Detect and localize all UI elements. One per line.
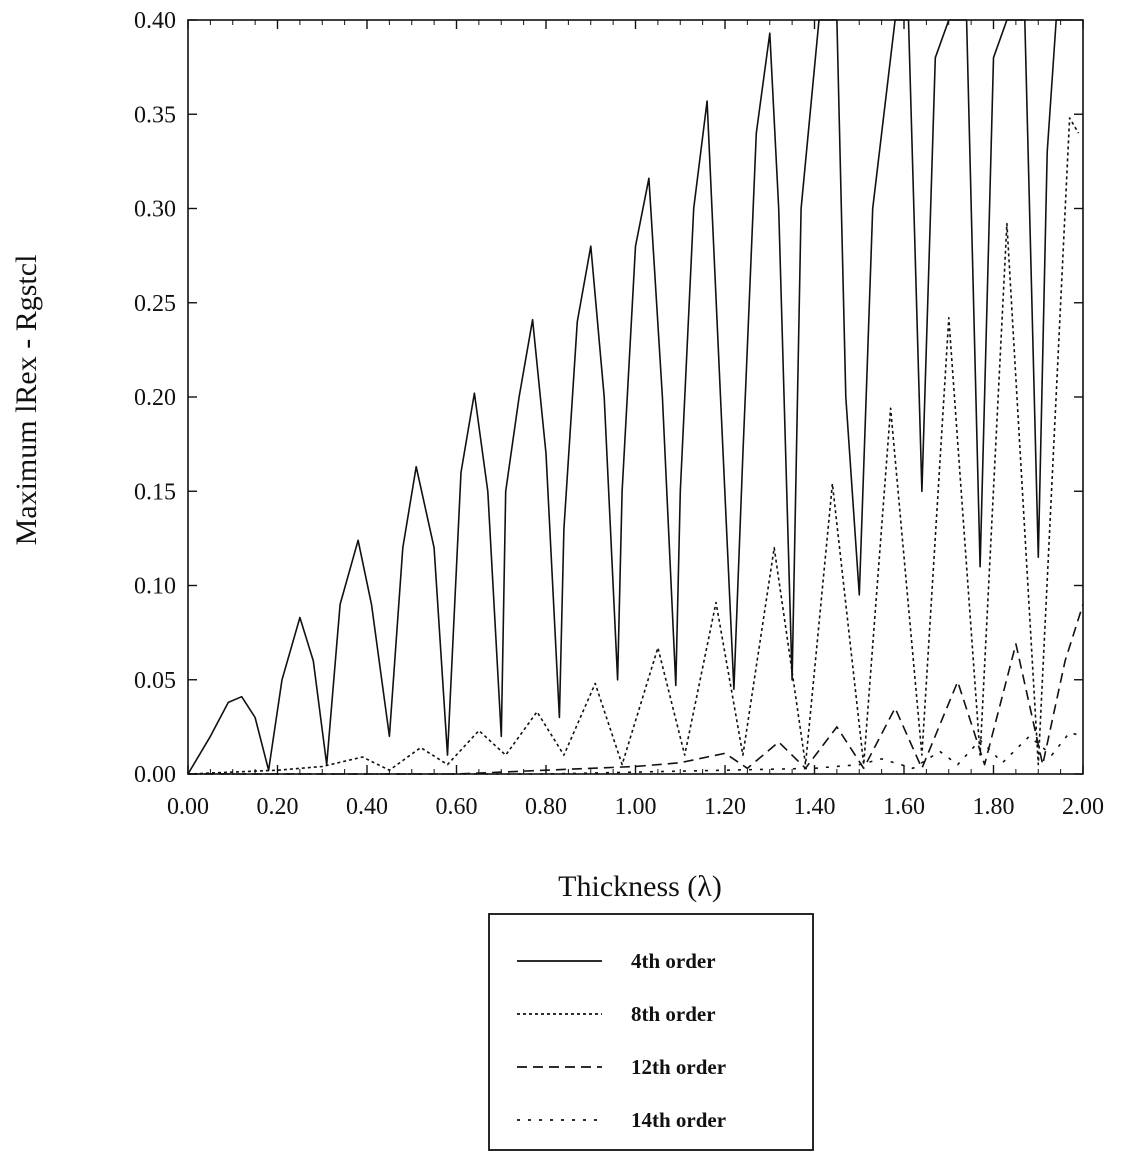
legend-label: 14th order [631, 1108, 726, 1132]
x-tick-label: 1.40 [794, 794, 836, 820]
x-tick-label: 2.00 [1062, 794, 1104, 820]
legend-box [488, 913, 814, 1151]
legend-label: 4th order [631, 949, 716, 973]
y-tick-label: 0.25 [134, 291, 176, 317]
x-tick-label: 1.80 [973, 794, 1015, 820]
series-line-1 [187, 19, 1074, 775]
series-line-2 [187, 117, 1080, 775]
legend-label: 8th order [631, 1002, 716, 1026]
legend-label: 12th order [631, 1055, 726, 1079]
x-tick-label: 0.80 [525, 794, 567, 820]
legend: 4th order 8th order 12th order 14th order [488, 913, 814, 1151]
series-line-3 [188, 604, 1084, 775]
plot-frame [187, 19, 1084, 775]
x-axis-title: Thickness (λ) [558, 870, 722, 903]
y-tick-label: 0.20 [134, 385, 176, 411]
y-tick-label: 0.15 [134, 479, 176, 505]
x-tick-label: 1.60 [883, 794, 925, 820]
x-tick-label: 1.00 [615, 794, 657, 820]
y-axis-title: Maximum lRex - Rgstcl [10, 255, 43, 546]
y-tick-label: 0.40 [134, 8, 176, 34]
y-tick-label: 0.35 [134, 102, 176, 128]
x-tick-label: 0.60 [436, 794, 478, 820]
x-tick-label: 0.20 [257, 794, 299, 820]
y-tick-label: 0.30 [134, 197, 176, 223]
x-tick-label: 0.00 [167, 794, 209, 820]
x-tick-label: 0.40 [346, 794, 388, 820]
x-tick-label: 1.20 [704, 794, 746, 820]
y-tick-label: 0.10 [134, 574, 176, 600]
y-tick-label: 0.00 [134, 762, 176, 788]
y-tick-label: 0.05 [134, 668, 176, 694]
